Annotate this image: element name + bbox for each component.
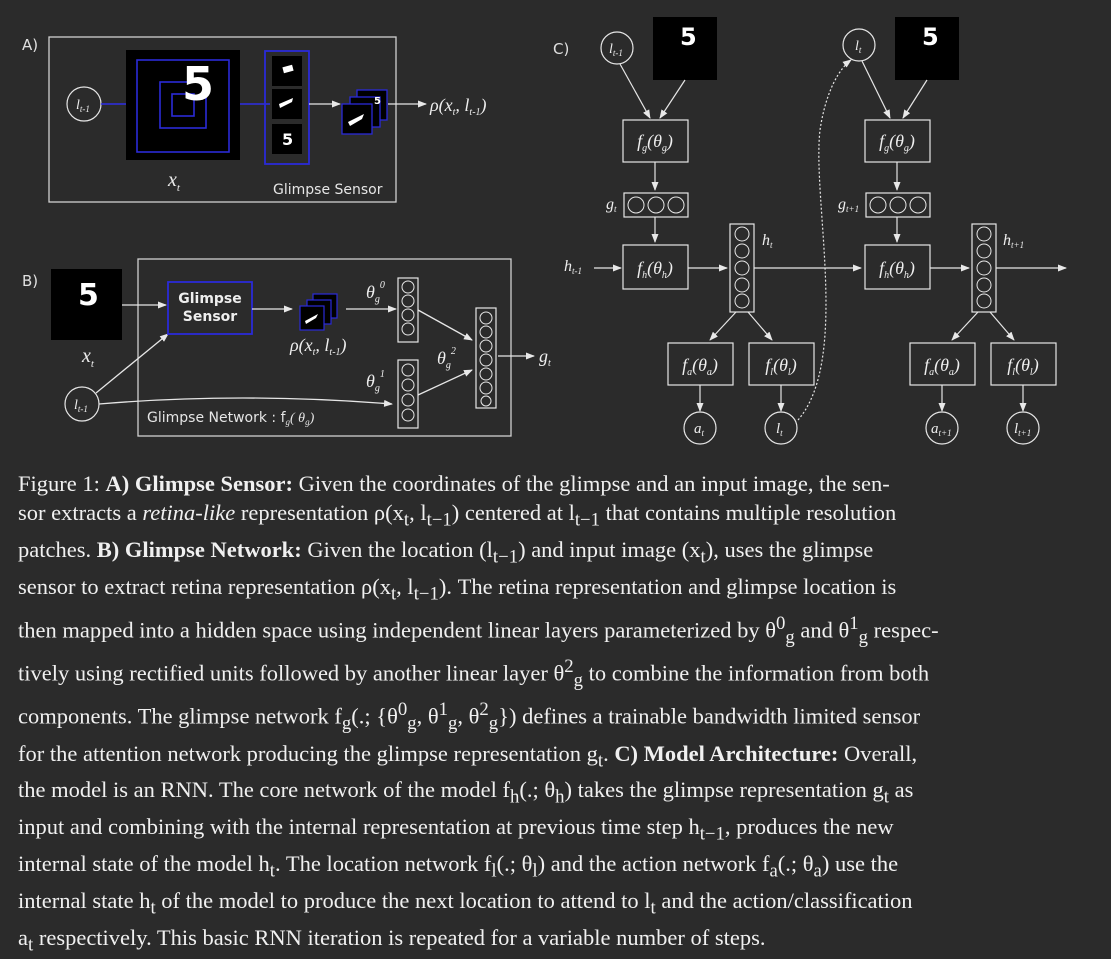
g-t-label: gt bbox=[606, 196, 617, 214]
g-t1-label: gt+1 bbox=[838, 196, 859, 214]
image-label-b: xt bbox=[81, 345, 95, 370]
panel-b-frame bbox=[137, 258, 512, 437]
caption-line-1: Figure 1: A) Glimpse Sensor: Given the c… bbox=[18, 471, 890, 496]
node-l-t1 bbox=[1006, 411, 1040, 445]
digit-image-b: 5 bbox=[78, 278, 99, 313]
glimpse-patch-large bbox=[136, 59, 230, 153]
node-l-prev-label: lt-1 bbox=[609, 42, 623, 58]
digit-image-a: 5 bbox=[182, 57, 214, 111]
svg-text:5: 5 bbox=[374, 96, 381, 107]
sensor-box-line2: Sensor bbox=[183, 309, 237, 325]
fa-box-1-label: fa(θa) bbox=[682, 355, 718, 378]
rho-label-b: ρ(xt, lt-1) bbox=[289, 335, 347, 358]
location-feedback-curve bbox=[797, 59, 852, 421]
g-t1-vector bbox=[865, 192, 931, 218]
input-image bbox=[126, 50, 240, 160]
h-prev-label: ht-1 bbox=[564, 258, 582, 276]
figure-diagram: A) lt-1 5 xt 5 5 ρ(xt, lt-1) Glimpse bbox=[22, 17, 1067, 445]
caption-line-9: the model is an RNN. The core network of… bbox=[18, 777, 914, 808]
node-a-t1-label: at+1 bbox=[931, 421, 952, 438]
fh-box-2 bbox=[864, 244, 931, 290]
caption-line-12: internal state ht of the model to produc… bbox=[18, 887, 913, 919]
retina-output-stack: 5 bbox=[341, 89, 388, 135]
caption-line-5: then mapped into a hidden space using in… bbox=[18, 612, 939, 648]
h-t1-label: ht+1 bbox=[1003, 232, 1024, 250]
node-a-t bbox=[683, 411, 717, 445]
caption-line-11: internal state of the model ht. The loca… bbox=[18, 850, 899, 882]
location-node-b-label: lt-1 bbox=[74, 398, 88, 414]
node-l-cur bbox=[842, 28, 876, 62]
node-l-t bbox=[764, 411, 798, 445]
input-image-c1 bbox=[653, 17, 717, 80]
caption-line-6: tively using rectified units followed by… bbox=[18, 655, 930, 691]
layer-theta0 bbox=[397, 277, 419, 343]
caption-line-10: input and combining with the internal re… bbox=[18, 814, 894, 845]
caption-line-4: sensor to extract retina representation … bbox=[18, 573, 897, 605]
fh-box-2-label: fh(θh) bbox=[879, 258, 915, 281]
node-l-cur-label: lt bbox=[855, 39, 862, 55]
h-t-vector bbox=[729, 223, 755, 313]
patch-3 bbox=[272, 124, 302, 154]
retina-output-label: ρ(xt, lt-1) bbox=[429, 95, 487, 118]
h-t-label: ht bbox=[762, 232, 773, 250]
layer-theta1 bbox=[397, 359, 419, 429]
fg-box-2-label: fg(θg) bbox=[879, 131, 915, 154]
layer-theta2 bbox=[475, 307, 497, 409]
svg-text:5: 5 bbox=[282, 130, 293, 149]
fh-box-1-label: fh(θh) bbox=[637, 258, 673, 281]
g-t-vector bbox=[623, 192, 689, 218]
panel-a: A) lt-1 5 xt 5 5 ρ(xt, lt-1) Glimpse bbox=[22, 36, 487, 203]
theta-1-label: θg1 bbox=[366, 369, 385, 394]
image-label-xt: xt bbox=[167, 169, 181, 194]
glimpse-patch-medium bbox=[159, 81, 207, 129]
panel-a-label: A) bbox=[22, 36, 38, 54]
node-a-t1 bbox=[925, 411, 959, 445]
panel-b: B) 5 xt lt-1 Glimpse Sensor ρ(xt, lt-1) … bbox=[22, 258, 551, 437]
fh-box-1 bbox=[622, 244, 689, 290]
node-a-t-label: at bbox=[694, 421, 705, 438]
caption-line-8: for the attention network producing the … bbox=[18, 740, 918, 772]
glimpse-network-title: Glimpse Network : fg( θg) bbox=[147, 410, 315, 427]
caption-line-13: at respectively. This basic RNN iteratio… bbox=[18, 924, 766, 956]
sensor-box-line1: Glimpse bbox=[178, 291, 242, 307]
input-image-b bbox=[51, 269, 122, 340]
node-l-prev bbox=[600, 31, 634, 65]
caption-line-2: sor extracts a retina-like representatio… bbox=[18, 500, 897, 531]
caption-line-3: patches. B) Glimpse Network: Given the l… bbox=[18, 537, 874, 568]
location-node-label: lt-1 bbox=[76, 98, 90, 114]
theta-2-label: θg2 bbox=[437, 346, 456, 371]
svg-text:5: 5 bbox=[922, 23, 939, 51]
panel-c: C) lt-1 5 fg(θg) gt ht-1 fh(θh) ht bbox=[553, 17, 1067, 445]
panel-a-frame bbox=[48, 36, 397, 203]
svg-text:5: 5 bbox=[680, 23, 697, 51]
panel-c-label: C) bbox=[553, 40, 569, 58]
fl-box-2-label: fl(θl) bbox=[1007, 355, 1038, 378]
glimpse-patch-small bbox=[171, 93, 195, 117]
node-l-t-label: lt bbox=[776, 421, 783, 438]
input-image-c2 bbox=[895, 17, 959, 80]
retina-output-stack-b bbox=[299, 293, 338, 331]
fa-box-2-label: fa(θa) bbox=[924, 355, 960, 378]
glimpse-sensor-box bbox=[167, 281, 253, 335]
theta-0-label: θg0 bbox=[366, 280, 385, 305]
patch-stack-frame bbox=[264, 50, 310, 165]
h-t1-vector bbox=[971, 223, 997, 313]
fg-box-1-label: fg(θg) bbox=[637, 131, 673, 154]
caption-line-7: components. The glimpse network fg(.; {θ… bbox=[18, 699, 921, 735]
fl-box-1-label: fl(θl) bbox=[765, 355, 796, 378]
glimpse-output-g: gt bbox=[539, 346, 551, 369]
node-l-t1-label: lt+1 bbox=[1014, 421, 1031, 438]
panel-b-label: B) bbox=[22, 272, 38, 290]
figure-caption: Figure 1: A) Glimpse Sensor: Given the c… bbox=[18, 469, 1078, 959]
glimpse-sensor-title: Glimpse Sensor bbox=[273, 182, 383, 198]
